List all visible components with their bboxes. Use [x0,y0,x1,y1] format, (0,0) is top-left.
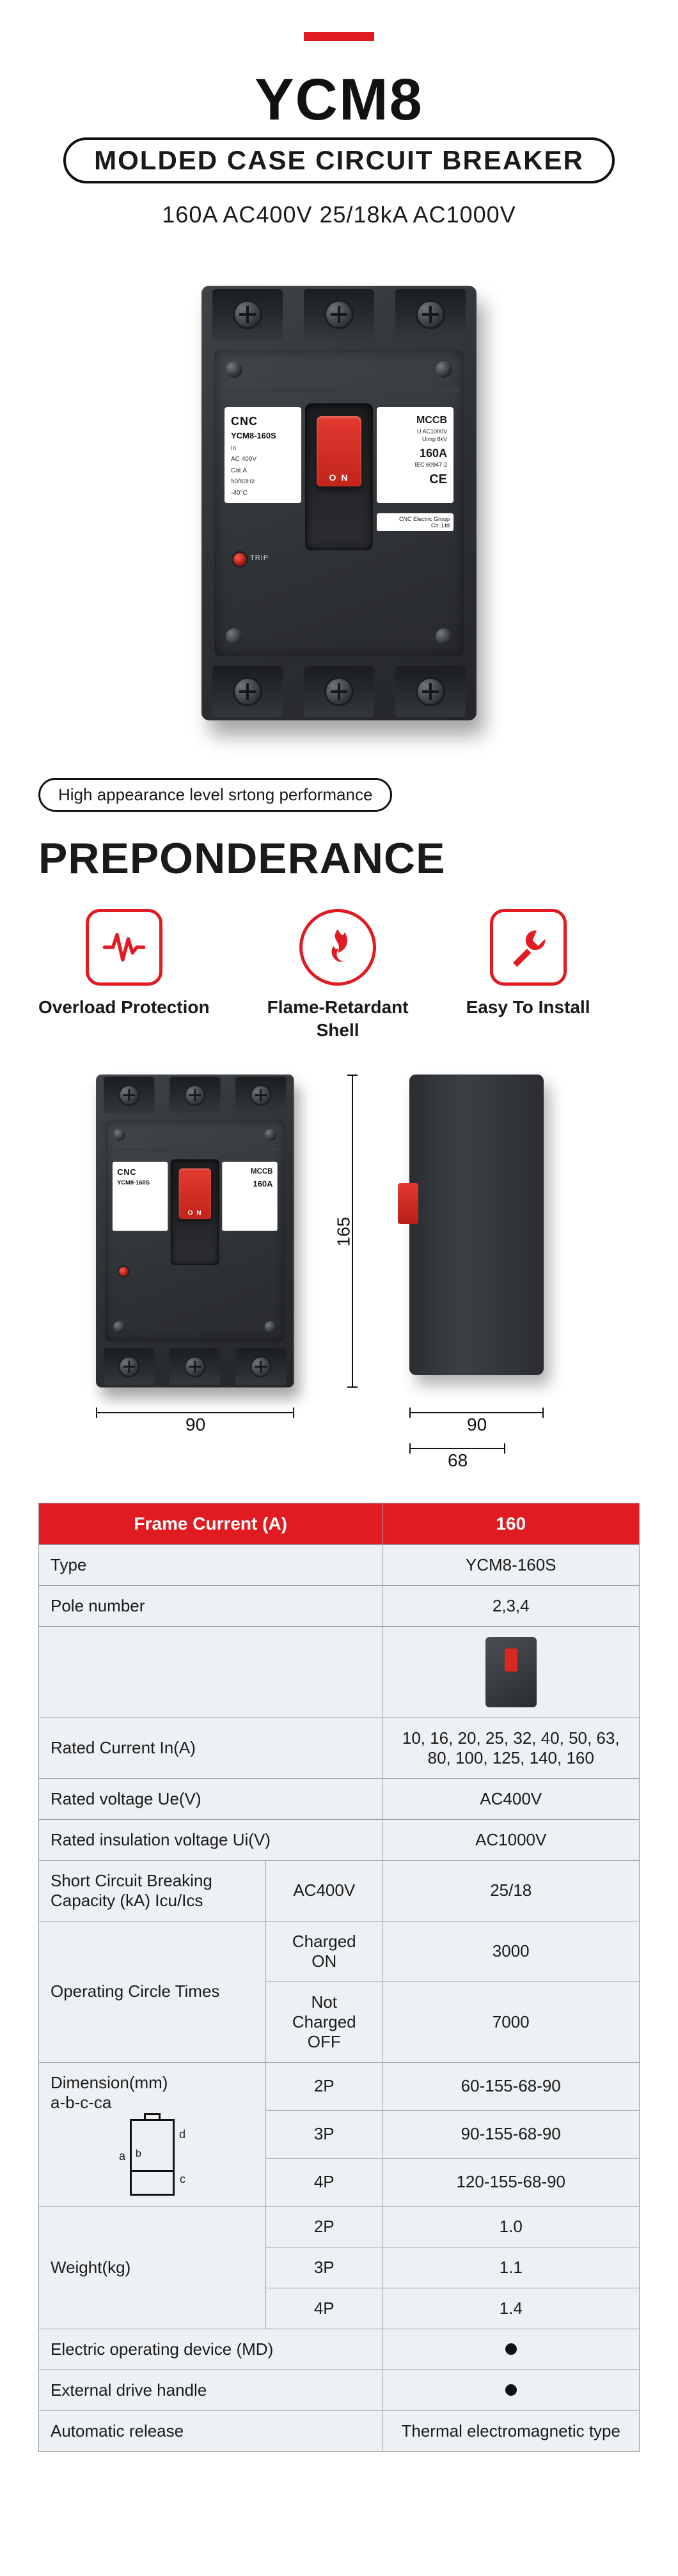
breaker-illustration: CNC YCM8-160S In AC 400V Cat.A 50/60Hz -… [201,286,477,720]
feature-overload: Overload Protection [38,909,210,1043]
breaker-switch: O N [317,416,361,486]
dimensions-row: CNCYCM8-160S MCCB160A O N 90 165 90 68 [38,1075,640,1394]
tagline-pill: High appearance level srtong performance [38,778,392,812]
spec-table: Frame Current (A) 160 TypeYCM8-160SPole … [38,1503,640,2452]
features-row: Overload Protection Flame-Retardant Shel… [38,909,640,1043]
feature-label: Easy To Install [466,996,590,1019]
spec-header-left: Frame Current (A) [39,1503,382,1544]
company-strip: CNC Electric Group Co.,Ltd [377,513,453,531]
feature-label: Flame-Retardant Shell [267,996,409,1043]
flame-icon [299,909,376,986]
product-label-left: CNC YCM8-160S In AC 400V Cat.A 50/60Hz -… [225,407,301,503]
dim-side: 90 68 [409,1075,582,1394]
subtitle-pill: MOLDED CASE CIRCUIT BREAKER [63,137,615,183]
hero-image: CNC YCM8-160S In AC 400V Cat.A 50/60Hz -… [160,273,518,733]
accent-bar [304,32,374,41]
feature-flame: Flame-Retardant Shell [267,909,409,1043]
model-title: YCM8 [38,66,640,134]
product-label-right: MCCB U AC1000V Uimp 8kV 160A IEC 60947-2… [377,407,453,503]
dim-height-marker: 165 [333,1075,371,1394]
product-page: YCM8 MOLDED CASE CIRCUIT BREAKER 160A AC… [0,0,678,2490]
spec-header-right: 160 [382,1503,640,1544]
headline-block: YCM8 MOLDED CASE CIRCUIT BREAKER 160A AC… [38,66,640,228]
trip-label: TRIP [250,554,269,562]
switch-well: O N [305,403,373,550]
breaker-side-illustration [409,1075,544,1375]
dim-depth-side: 68 [448,1450,468,1471]
dim-height: 165 [333,1216,354,1246]
brand-text: CNC [231,414,295,429]
feature-install: Easy To Install [466,909,590,1043]
overload-icon [86,909,162,986]
install-icon [490,909,567,986]
label-model: YCM8-160S [231,430,295,442]
specs-line: 160A AC400V 25/18kA AC1000V [38,201,640,228]
dim-width-front: 90 [185,1415,205,1435]
section-title-preponderance: PREPONDERANCE [38,834,640,883]
feature-label: Overload Protection [38,996,210,1019]
dim-front: CNCYCM8-160S MCCB160A O N 90 [96,1075,294,1394]
dim-width-side: 90 [467,1415,487,1435]
trip-indicator [233,553,246,566]
